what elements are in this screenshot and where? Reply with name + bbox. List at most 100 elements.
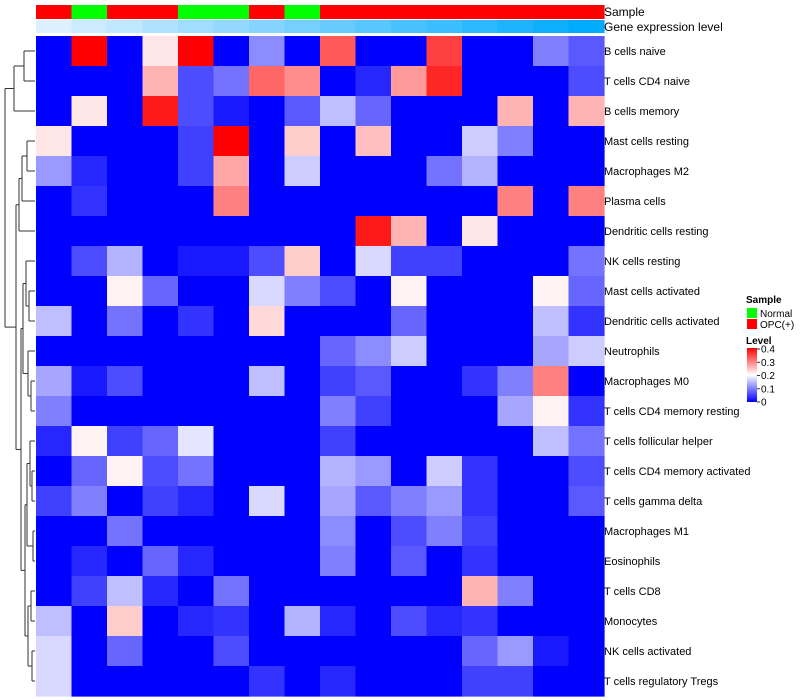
heatmap-cell xyxy=(36,546,73,577)
heatmap-cell xyxy=(284,156,321,187)
heatmap-cell xyxy=(107,36,144,67)
heatmap-cell xyxy=(71,96,108,127)
heatmap-cell xyxy=(355,276,392,307)
heatmap-cell xyxy=(391,306,428,337)
level-tick-label: 0.1 xyxy=(761,384,775,395)
heatmap-cell xyxy=(71,276,108,307)
heatmap-cell xyxy=(391,156,428,187)
heatmap-cell xyxy=(497,576,534,607)
heatmap-cell xyxy=(284,576,321,607)
heatmap-cell xyxy=(142,366,179,397)
heatmap-cell xyxy=(497,666,534,697)
heatmap-cell xyxy=(107,666,144,697)
heatmap-cell xyxy=(391,486,428,517)
heatmap-cell xyxy=(71,66,108,97)
heatmap-cell xyxy=(213,126,250,157)
heatmap-cell xyxy=(568,306,605,337)
heatmap-cell xyxy=(426,276,463,307)
heatmap-cell xyxy=(107,606,144,637)
heatmap-cell xyxy=(178,366,215,397)
heatmap-cell xyxy=(497,186,534,217)
row-label: Dendritic cells resting xyxy=(604,226,709,238)
heatmap-cell xyxy=(391,516,428,547)
heatmap-cell xyxy=(355,366,392,397)
expression-annotation-cell xyxy=(462,20,499,33)
heatmap-cell xyxy=(142,306,179,337)
heatmap-cell xyxy=(249,156,286,187)
expression-annotation-cell xyxy=(178,20,215,33)
heatmap-cell xyxy=(497,456,534,487)
heatmap-cell xyxy=(284,36,321,67)
heatmap-cell xyxy=(355,306,392,337)
heatmap-cell xyxy=(36,216,73,247)
heatmap-cell xyxy=(391,456,428,487)
heatmap-cell xyxy=(462,636,499,667)
heatmap-cell xyxy=(426,366,463,397)
heatmap-cell xyxy=(142,636,179,667)
heatmap-cell xyxy=(249,546,286,577)
sample-annotation-cell xyxy=(36,5,73,19)
expression-annotation-cell xyxy=(568,20,605,33)
heatmap-cell xyxy=(533,66,570,97)
row-label: T cells regulatory Tregs xyxy=(604,676,719,688)
heatmap-cell xyxy=(36,186,73,217)
heatmap-cell xyxy=(497,636,534,667)
sample-annotation-cell xyxy=(71,5,108,19)
heatmap-cell xyxy=(107,366,144,397)
heatmap-cell xyxy=(426,156,463,187)
heatmap-cell xyxy=(355,576,392,607)
heatmap-cell xyxy=(284,666,321,697)
heatmap-cell xyxy=(497,96,534,127)
heatmap-cell xyxy=(249,306,286,337)
heatmap-cell xyxy=(249,666,286,697)
heatmap-cell xyxy=(213,216,250,247)
heatmap-cell xyxy=(213,66,250,97)
heatmap-cell xyxy=(36,606,73,637)
heatmap-cell xyxy=(426,666,463,697)
heatmap-cell xyxy=(213,516,250,547)
heatmap-cell xyxy=(568,36,605,67)
sample-legend-label: Normal xyxy=(760,309,792,320)
heatmap-cell xyxy=(320,276,357,307)
heatmap-cell xyxy=(568,636,605,667)
row-label: Mast cells resting xyxy=(604,136,689,148)
heatmap-cell xyxy=(213,486,250,517)
heatmap-cell xyxy=(142,396,179,427)
heatmap-cell xyxy=(462,96,499,127)
heatmap-cell xyxy=(533,276,570,307)
heatmap-cell xyxy=(533,156,570,187)
heatmap-cell xyxy=(320,186,357,217)
heatmap-cell xyxy=(533,516,570,547)
row-label: B cells memory xyxy=(604,106,680,118)
heatmap-cell xyxy=(426,486,463,517)
heatmap-cell xyxy=(142,126,179,157)
heatmap-cell xyxy=(533,366,570,397)
heatmap-cell xyxy=(36,636,73,667)
heatmap-cell xyxy=(355,606,392,637)
heatmap-cell xyxy=(426,306,463,337)
heatmap-cell xyxy=(355,396,392,427)
heatmap-cell xyxy=(533,396,570,427)
heatmap-cell xyxy=(249,336,286,367)
heatmap-cell xyxy=(320,246,357,277)
heatmap-cell xyxy=(568,186,605,217)
expression-annotation-cell xyxy=(426,20,463,33)
heatmap-cell xyxy=(568,366,605,397)
heatmap-cell xyxy=(107,516,144,547)
heatmap-cell xyxy=(71,186,108,217)
heatmap-cell xyxy=(391,336,428,367)
heatmap-cell xyxy=(284,636,321,667)
heatmap-cell xyxy=(213,336,250,367)
heatmap-cell xyxy=(249,276,286,307)
heatmap-cell xyxy=(391,96,428,127)
heatmap-cell xyxy=(462,366,499,397)
heatmap-cell xyxy=(71,366,108,397)
sample-annotation-cell xyxy=(391,5,428,19)
heatmap-cell xyxy=(107,396,144,427)
heatmap-cell xyxy=(213,396,250,427)
heatmap-cell xyxy=(426,456,463,487)
heatmap-cell xyxy=(355,246,392,277)
heatmap-cell xyxy=(213,276,250,307)
heatmap-cell xyxy=(107,126,144,157)
